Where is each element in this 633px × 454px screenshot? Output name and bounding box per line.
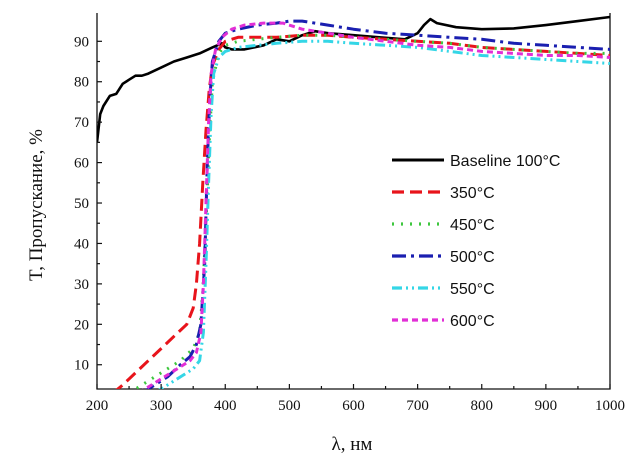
legend: Baseline 100°C 350°C 450°C 500°C 550°C 600°C	[392, 153, 560, 330]
legend-label: 350°C	[450, 185, 495, 202]
legend-label: 550°C	[450, 281, 495, 298]
x-tick-label: 500	[278, 398, 301, 414]
y-tick-label: 70	[74, 115, 89, 131]
y-tick-label: 20	[74, 317, 89, 333]
legend-label: Baseline 100°C	[450, 153, 560, 170]
y-tick-label: 80	[74, 75, 89, 91]
x-tick-label: 600	[342, 398, 365, 414]
x-axis-title: λ, нм	[332, 434, 373, 454]
y-axis: 10 20 30 40 50 60 70 80 90	[74, 34, 102, 374]
x-tick-label: 200	[86, 398, 109, 414]
legend-label: 450°C	[450, 217, 495, 234]
x-tick-label: 300	[150, 398, 173, 414]
y-tick-label: 40	[74, 236, 89, 252]
y-axis-title: T, Пропускание, %	[26, 129, 47, 281]
x-tick-label: 400	[214, 398, 237, 414]
series-line-500c	[145, 19, 610, 389]
x-tick-label: 900	[535, 398, 558, 414]
series-line-350c	[115, 33, 610, 389]
x-tick-label: 1000	[595, 398, 625, 414]
y-tick-label: 60	[74, 156, 89, 172]
x-axis: 200 300 400 500 600 700 800 900 1000	[86, 384, 625, 414]
y-tick-label: 90	[74, 34, 89, 50]
series-line-450c	[132, 33, 610, 389]
plot-frame	[96, 13, 611, 390]
legend-label: 500°C	[450, 249, 495, 266]
y-tick-label: 50	[74, 196, 89, 212]
legend-label: 600°C	[450, 313, 495, 330]
series-layer	[97, 15, 610, 389]
plot-area	[96, 13, 611, 390]
x-tick-label: 800	[471, 398, 494, 414]
x-tick-label: 700	[406, 398, 429, 414]
y-tick-label: 30	[74, 277, 89, 293]
y-tick-label: 10	[74, 358, 89, 374]
series-line-550c	[158, 39, 610, 389]
series-line-600c	[142, 21, 610, 389]
series-line-baseline	[97, 15, 610, 143]
